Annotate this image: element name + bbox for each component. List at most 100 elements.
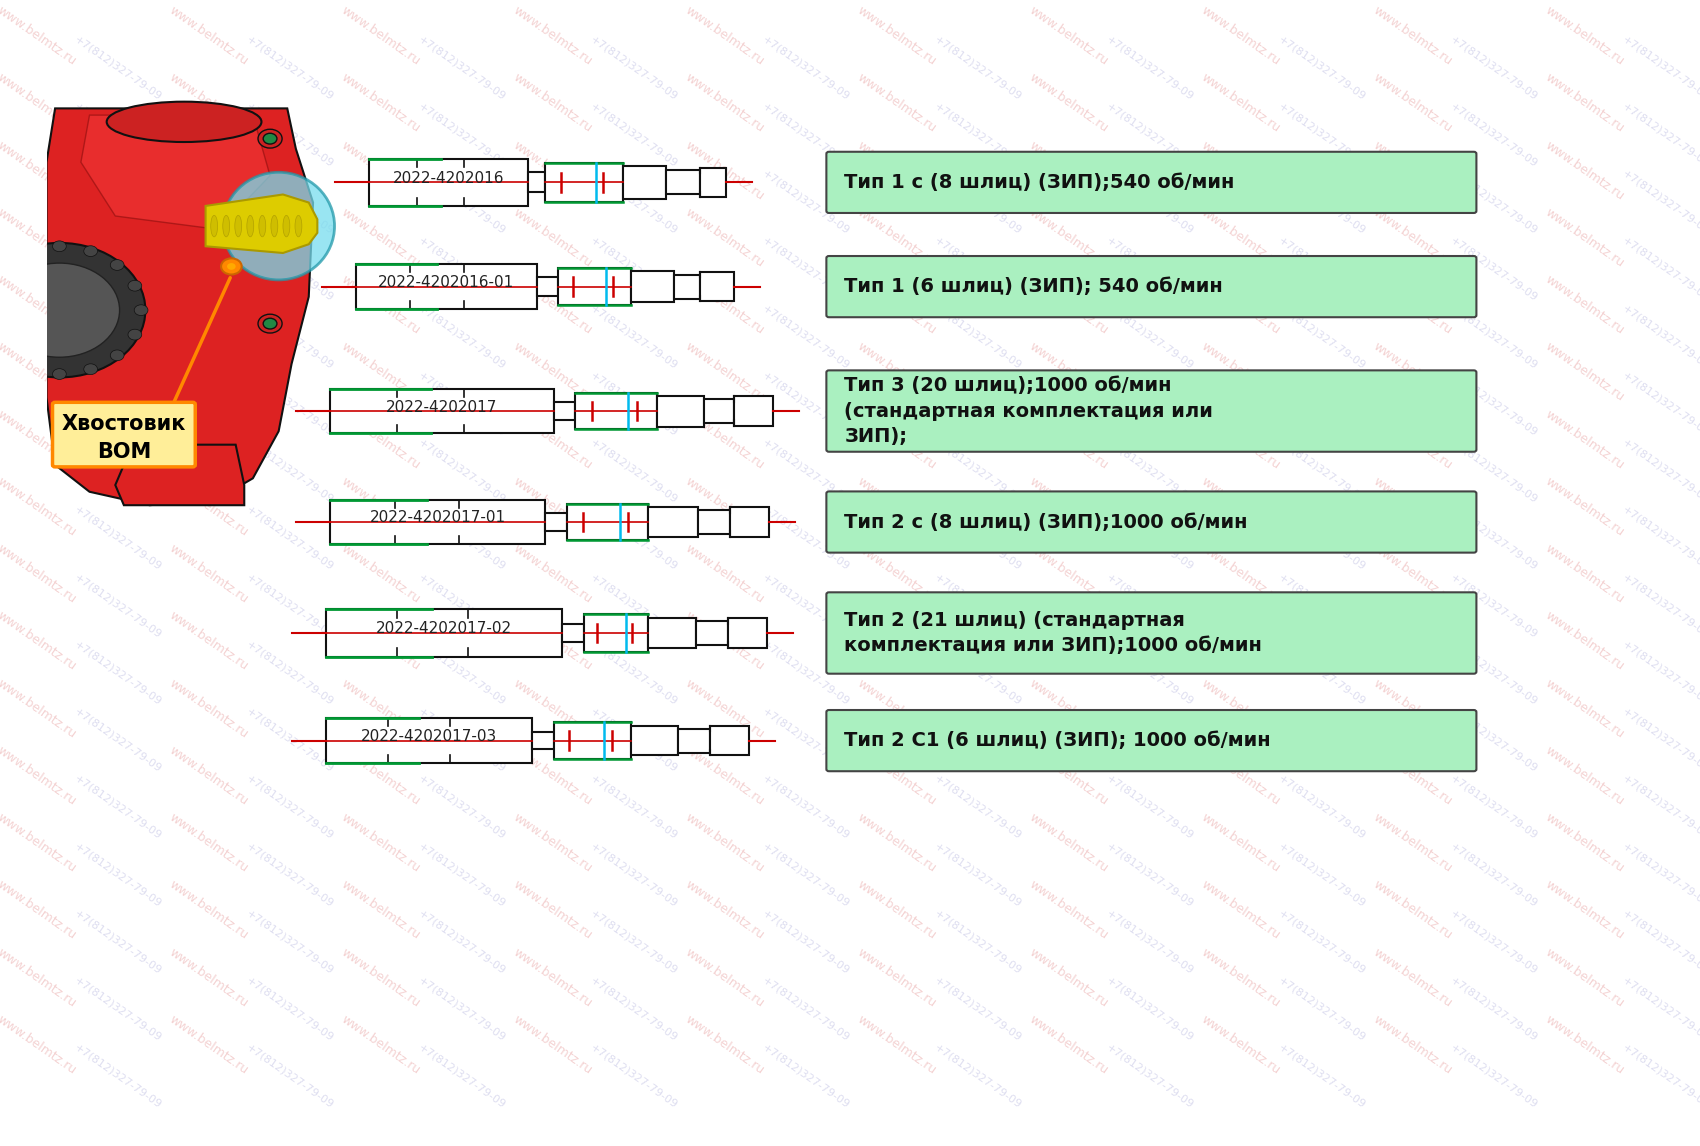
Text: www.belmtz.ru: www.belmtz.ru bbox=[683, 3, 767, 68]
Text: +7(812)327-79-09: +7(812)327-79-09 bbox=[245, 572, 335, 639]
Text: +7(812)327-79-09: +7(812)327-79-09 bbox=[73, 706, 163, 775]
Bar bbox=[648, 618, 695, 649]
Text: www.belmtz.ru: www.belmtz.ru bbox=[167, 610, 250, 674]
Text: www.belmtz.ru: www.belmtz.ru bbox=[1370, 408, 1455, 472]
Text: www.belmtz.ru: www.belmtz.ru bbox=[683, 139, 767, 203]
Text: www.belmtz.ru: www.belmtz.ru bbox=[683, 878, 767, 942]
Text: +7(812)327-79-09: +7(812)327-79-09 bbox=[588, 774, 680, 841]
Ellipse shape bbox=[223, 215, 230, 237]
Text: +7(812)327-79-09: +7(812)327-79-09 bbox=[1103, 438, 1195, 505]
Polygon shape bbox=[206, 195, 318, 253]
Text: www.belmtz.ru: www.belmtz.ru bbox=[338, 945, 423, 1010]
Text: www.belmtz.ru: www.belmtz.ru bbox=[855, 3, 938, 68]
Text: +7(812)327-79-09: +7(812)327-79-09 bbox=[1277, 504, 1367, 573]
Text: www.belmtz.ru: www.belmtz.ru bbox=[510, 340, 595, 405]
Text: www.belmtz.ru: www.belmtz.ru bbox=[855, 408, 938, 472]
Text: www.belmtz.ru: www.belmtz.ru bbox=[0, 1013, 78, 1077]
Text: +7(812)327-79-09: +7(812)327-79-09 bbox=[588, 908, 680, 976]
Bar bbox=[583, 614, 648, 652]
Text: www.belmtz.ru: www.belmtz.ru bbox=[1370, 474, 1455, 539]
Text: +7(812)327-79-09: +7(812)327-79-09 bbox=[1103, 841, 1195, 909]
Text: www.belmtz.ru: www.belmtz.ru bbox=[0, 878, 78, 942]
Text: +7(812)327-79-09: +7(812)327-79-09 bbox=[416, 774, 507, 841]
Text: +7(812)327-79-09: +7(812)327-79-09 bbox=[245, 639, 335, 707]
Bar bbox=[700, 167, 726, 197]
Text: +7(812)327-79-09: +7(812)327-79-09 bbox=[932, 236, 1023, 304]
Text: www.belmtz.ru: www.belmtz.ru bbox=[338, 542, 423, 606]
Ellipse shape bbox=[270, 215, 277, 237]
Text: +7(812)327-79-09: +7(812)327-79-09 bbox=[1103, 303, 1195, 370]
FancyBboxPatch shape bbox=[53, 402, 196, 466]
Text: +7(812)327-79-09: +7(812)327-79-09 bbox=[760, 236, 852, 304]
Text: www.belmtz.ru: www.belmtz.ru bbox=[1198, 205, 1282, 269]
Text: www.belmtz.ru: www.belmtz.ru bbox=[683, 273, 767, 337]
Text: +7(812)327-79-09: +7(812)327-79-09 bbox=[1277, 101, 1367, 168]
Ellipse shape bbox=[246, 215, 253, 237]
Text: www.belmtz.ru: www.belmtz.ru bbox=[510, 676, 595, 740]
Text: +7(812)327-79-09: +7(812)327-79-09 bbox=[245, 1043, 335, 1110]
Text: +7(812)327-79-09: +7(812)327-79-09 bbox=[588, 168, 680, 236]
Text: www.belmtz.ru: www.belmtz.ru bbox=[167, 945, 250, 1010]
Text: www.belmtz.ru: www.belmtz.ru bbox=[683, 205, 767, 269]
Text: www.belmtz.ru: www.belmtz.ru bbox=[167, 273, 250, 337]
Text: www.belmtz.ru: www.belmtz.ru bbox=[1542, 744, 1627, 808]
Text: +7(812)327-79-09: +7(812)327-79-09 bbox=[932, 572, 1023, 639]
Text: www.belmtz.ru: www.belmtz.ru bbox=[1027, 408, 1110, 472]
Text: +7(812)327-79-09: +7(812)327-79-09 bbox=[245, 504, 335, 573]
Text: www.belmtz.ru: www.belmtz.ru bbox=[1542, 71, 1627, 135]
Text: www.belmtz.ru: www.belmtz.ru bbox=[1542, 3, 1627, 68]
Text: +7(812)327-79-09: +7(812)327-79-09 bbox=[416, 841, 507, 909]
Text: www.belmtz.ru: www.belmtz.ru bbox=[1027, 205, 1110, 269]
Text: www.belmtz.ru: www.belmtz.ru bbox=[167, 1013, 250, 1077]
Text: +7(812)327-79-09: +7(812)327-79-09 bbox=[416, 370, 507, 438]
Text: www.belmtz.ru: www.belmtz.ru bbox=[683, 744, 767, 808]
Bar bbox=[622, 166, 666, 198]
Text: +7(812)327-79-09: +7(812)327-79-09 bbox=[588, 370, 680, 438]
Text: +7(812)327-79-09: +7(812)327-79-09 bbox=[416, 438, 507, 505]
Text: +7(812)327-79-09: +7(812)327-79-09 bbox=[1448, 908, 1538, 976]
Bar bbox=[546, 163, 622, 202]
Text: www.belmtz.ru: www.belmtz.ru bbox=[167, 878, 250, 942]
Text: www.belmtz.ru: www.belmtz.ru bbox=[338, 676, 423, 740]
Bar bbox=[563, 623, 583, 643]
Text: +7(812)327-79-09: +7(812)327-79-09 bbox=[73, 168, 163, 236]
Text: www.belmtz.ru: www.belmtz.ru bbox=[510, 3, 595, 68]
Text: +7(812)327-79-09: +7(812)327-79-09 bbox=[416, 33, 507, 102]
Text: www.belmtz.ru: www.belmtz.ru bbox=[510, 1013, 595, 1077]
Text: www.belmtz.ru: www.belmtz.ru bbox=[510, 811, 595, 876]
Ellipse shape bbox=[223, 172, 335, 280]
Text: www.belmtz.ru: www.belmtz.ru bbox=[1027, 3, 1110, 68]
Text: +7(812)327-79-09: +7(812)327-79-09 bbox=[760, 774, 852, 841]
Text: +7(812)327-79-09: +7(812)327-79-09 bbox=[245, 370, 335, 438]
Text: +7(812)327-79-09: +7(812)327-79-09 bbox=[73, 572, 163, 639]
Text: +7(812)327-79-09: +7(812)327-79-09 bbox=[1448, 236, 1538, 304]
Text: +7(812)327-79-09: +7(812)327-79-09 bbox=[1277, 236, 1367, 304]
Bar bbox=[529, 172, 546, 193]
Circle shape bbox=[134, 305, 148, 315]
Text: www.belmtz.ru: www.belmtz.ru bbox=[855, 205, 938, 269]
Text: www.belmtz.ru: www.belmtz.ru bbox=[338, 3, 423, 68]
Text: +7(812)327-79-09: +7(812)327-79-09 bbox=[1620, 504, 1700, 573]
Bar bbox=[656, 395, 704, 426]
Text: +7(812)327-79-09: +7(812)327-79-09 bbox=[245, 975, 335, 1043]
Text: www.belmtz.ru: www.belmtz.ru bbox=[0, 408, 78, 472]
Bar bbox=[729, 508, 768, 536]
Text: www.belmtz.ru: www.belmtz.ru bbox=[1027, 542, 1110, 606]
Text: www.belmtz.ru: www.belmtz.ru bbox=[683, 945, 767, 1010]
Text: www.belmtz.ru: www.belmtz.ru bbox=[510, 610, 595, 674]
Text: 2022-4202016-01: 2022-4202016-01 bbox=[377, 275, 515, 290]
Text: +7(812)327-79-09: +7(812)327-79-09 bbox=[588, 236, 680, 304]
Text: +7(812)327-79-09: +7(812)327-79-09 bbox=[760, 908, 852, 976]
Text: +7(812)327-79-09: +7(812)327-79-09 bbox=[1277, 975, 1367, 1043]
Text: www.belmtz.ru: www.belmtz.ru bbox=[1370, 676, 1455, 740]
Polygon shape bbox=[46, 109, 313, 505]
Text: +7(812)327-79-09: +7(812)327-79-09 bbox=[416, 504, 507, 573]
Text: www.belmtz.ru: www.belmtz.ru bbox=[1542, 676, 1627, 740]
Text: +7(812)327-79-09: +7(812)327-79-09 bbox=[1277, 168, 1367, 236]
Text: Тип 2 с (8 шлиц) (ЗИП);1000 об/мин: Тип 2 с (8 шлиц) (ЗИП);1000 об/мин bbox=[845, 512, 1248, 532]
Bar bbox=[666, 171, 700, 195]
Text: +7(812)327-79-09: +7(812)327-79-09 bbox=[588, 841, 680, 909]
Bar bbox=[631, 725, 678, 755]
Bar bbox=[648, 507, 699, 537]
Text: +7(812)327-79-09: +7(812)327-79-09 bbox=[932, 1043, 1023, 1110]
